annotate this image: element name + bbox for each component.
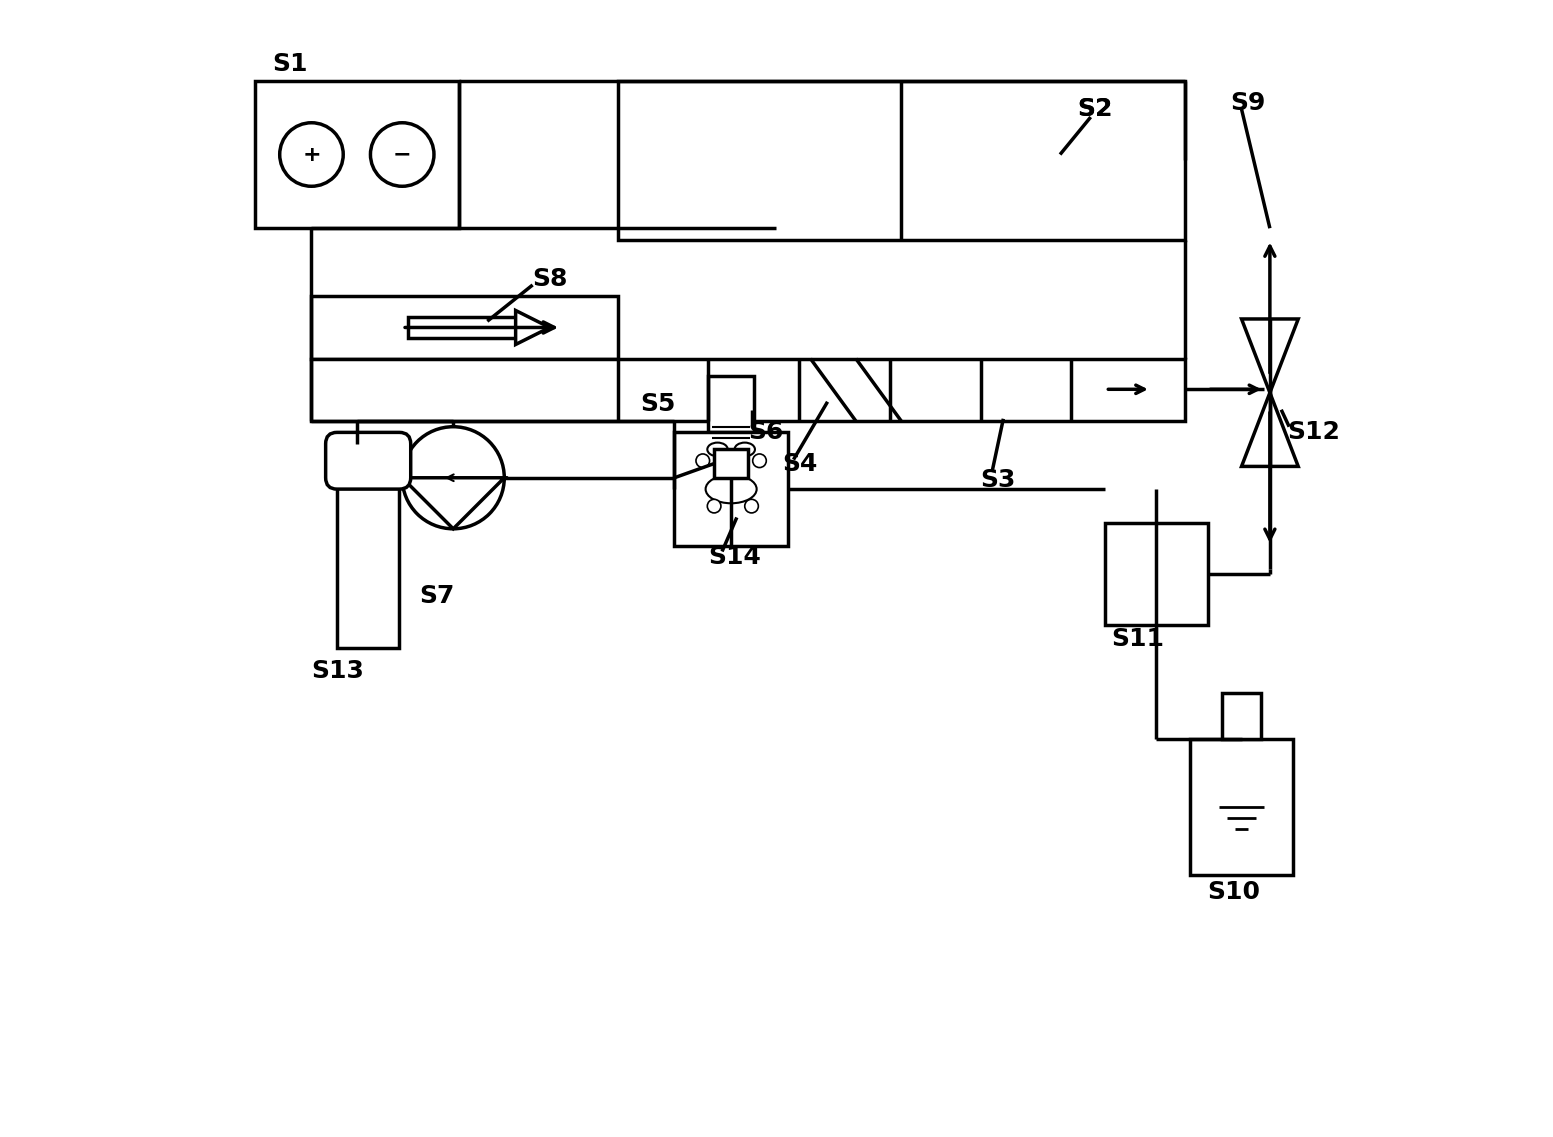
Text: S4: S4 <box>783 453 817 476</box>
Bar <box>1222 694 1261 739</box>
Text: S13: S13 <box>312 658 365 682</box>
Circle shape <box>280 123 343 186</box>
Circle shape <box>402 426 505 529</box>
Text: S2: S2 <box>1078 97 1112 122</box>
Polygon shape <box>402 478 505 529</box>
Bar <box>312 358 1185 421</box>
Text: S11: S11 <box>1110 626 1165 650</box>
Circle shape <box>696 454 710 467</box>
Bar <box>1106 523 1208 625</box>
Circle shape <box>707 499 721 513</box>
Bar <box>1191 739 1292 874</box>
Bar <box>312 297 618 358</box>
Text: S3: S3 <box>980 468 1016 492</box>
Text: S6: S6 <box>749 421 784 445</box>
Text: S12: S12 <box>1287 421 1340 445</box>
Text: S10: S10 <box>1208 880 1261 904</box>
Polygon shape <box>1241 392 1298 466</box>
FancyBboxPatch shape <box>326 432 410 489</box>
Ellipse shape <box>721 457 741 471</box>
Bar <box>674 432 787 546</box>
Circle shape <box>371 123 433 186</box>
Text: S14: S14 <box>708 545 761 570</box>
Bar <box>337 478 399 648</box>
Text: S8: S8 <box>533 267 568 291</box>
Polygon shape <box>516 310 550 345</box>
Bar <box>408 317 516 338</box>
Circle shape <box>753 454 766 467</box>
Bar <box>714 449 749 478</box>
Text: S2: S2 <box>1078 97 1112 122</box>
Text: S5: S5 <box>640 392 676 416</box>
Bar <box>708 375 753 432</box>
Ellipse shape <box>707 442 728 456</box>
Circle shape <box>745 499 758 513</box>
Ellipse shape <box>705 475 756 504</box>
Bar <box>618 81 1185 240</box>
Text: S7: S7 <box>419 583 455 607</box>
Polygon shape <box>1241 319 1298 392</box>
Text: S1: S1 <box>272 52 307 76</box>
Text: +: + <box>303 144 321 165</box>
Text: S9: S9 <box>1230 91 1266 116</box>
Bar <box>255 81 460 229</box>
Text: −: − <box>393 144 412 165</box>
Ellipse shape <box>735 442 755 456</box>
